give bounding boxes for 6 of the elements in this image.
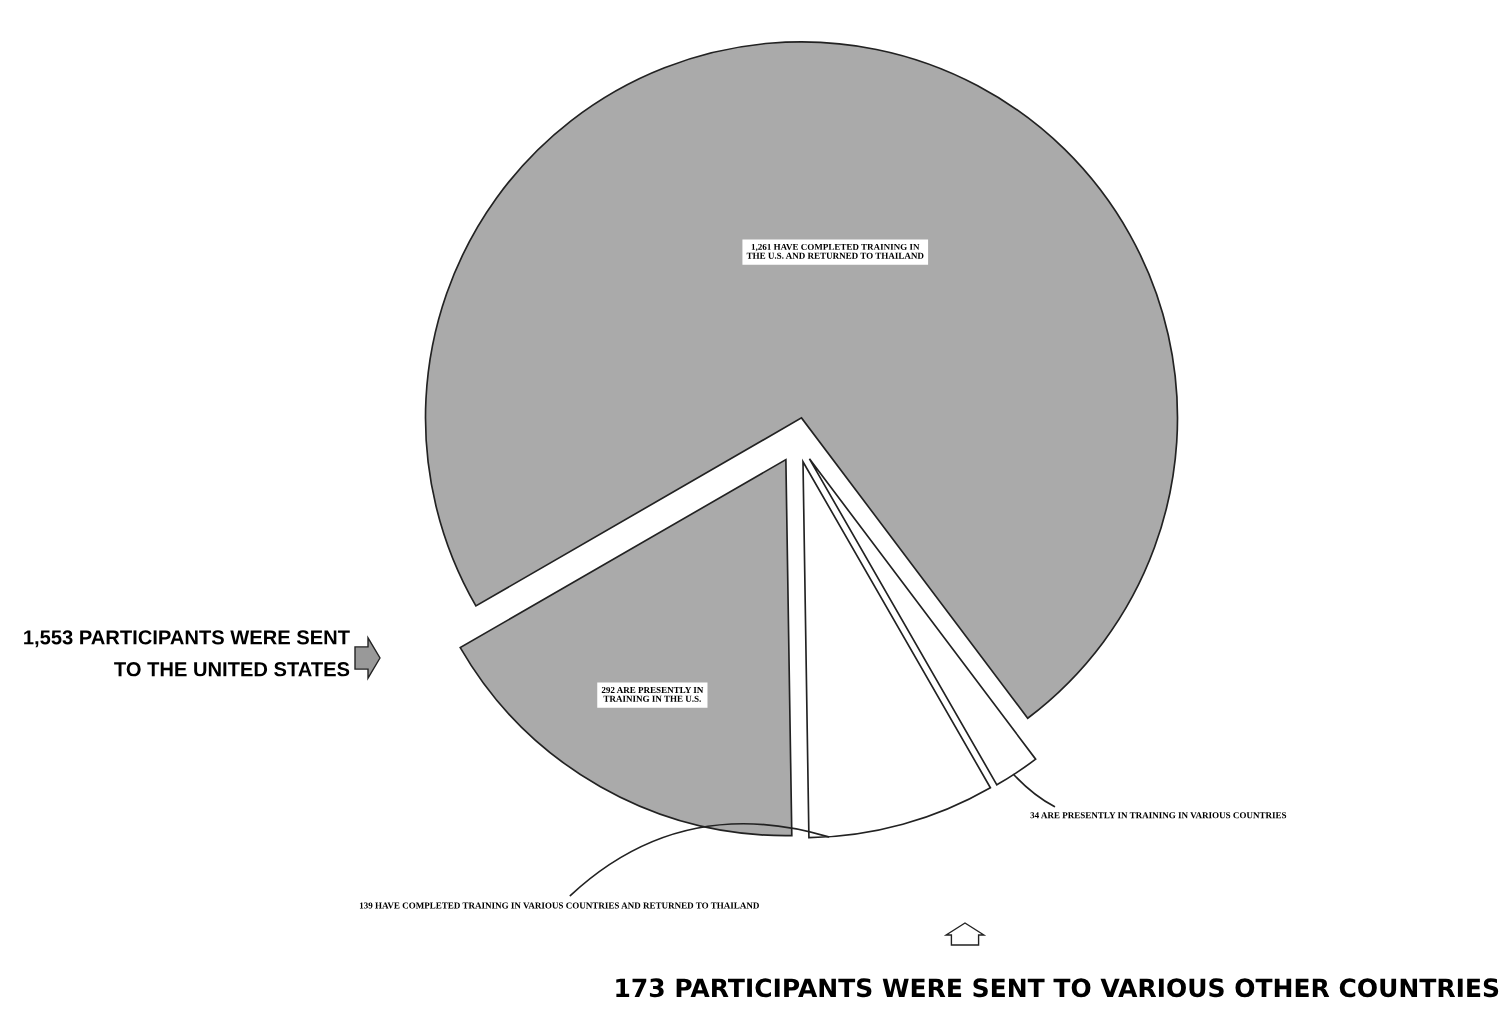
slice-label: 139 HAVE COMPLETED TRAINING IN VARIOUS COUNTRIES AND RETURNED TO THAILAND [359,902,759,909]
slice-label: 34 ARE PRESENTLY IN TRAINING IN VARIOUS COUNTRIES [1030,812,1287,819]
text: 173 PARTICIPANTS WERE SENT TO VARIOUS OTHER COUNTRIES [616,978,1499,998]
slice-label: 1,261 HAVE COMPLETED TRAINING IN THE U.S. AND RETURNED TO THAILAND [746,243,924,259]
slice-label: 292 ARE PRESENTLY IN TRAINING IN THE U.S. [601,686,704,702]
text: 1,553 PARTICIPANTS WERE SENT TO THE UNITED STATES [24,630,350,677]
